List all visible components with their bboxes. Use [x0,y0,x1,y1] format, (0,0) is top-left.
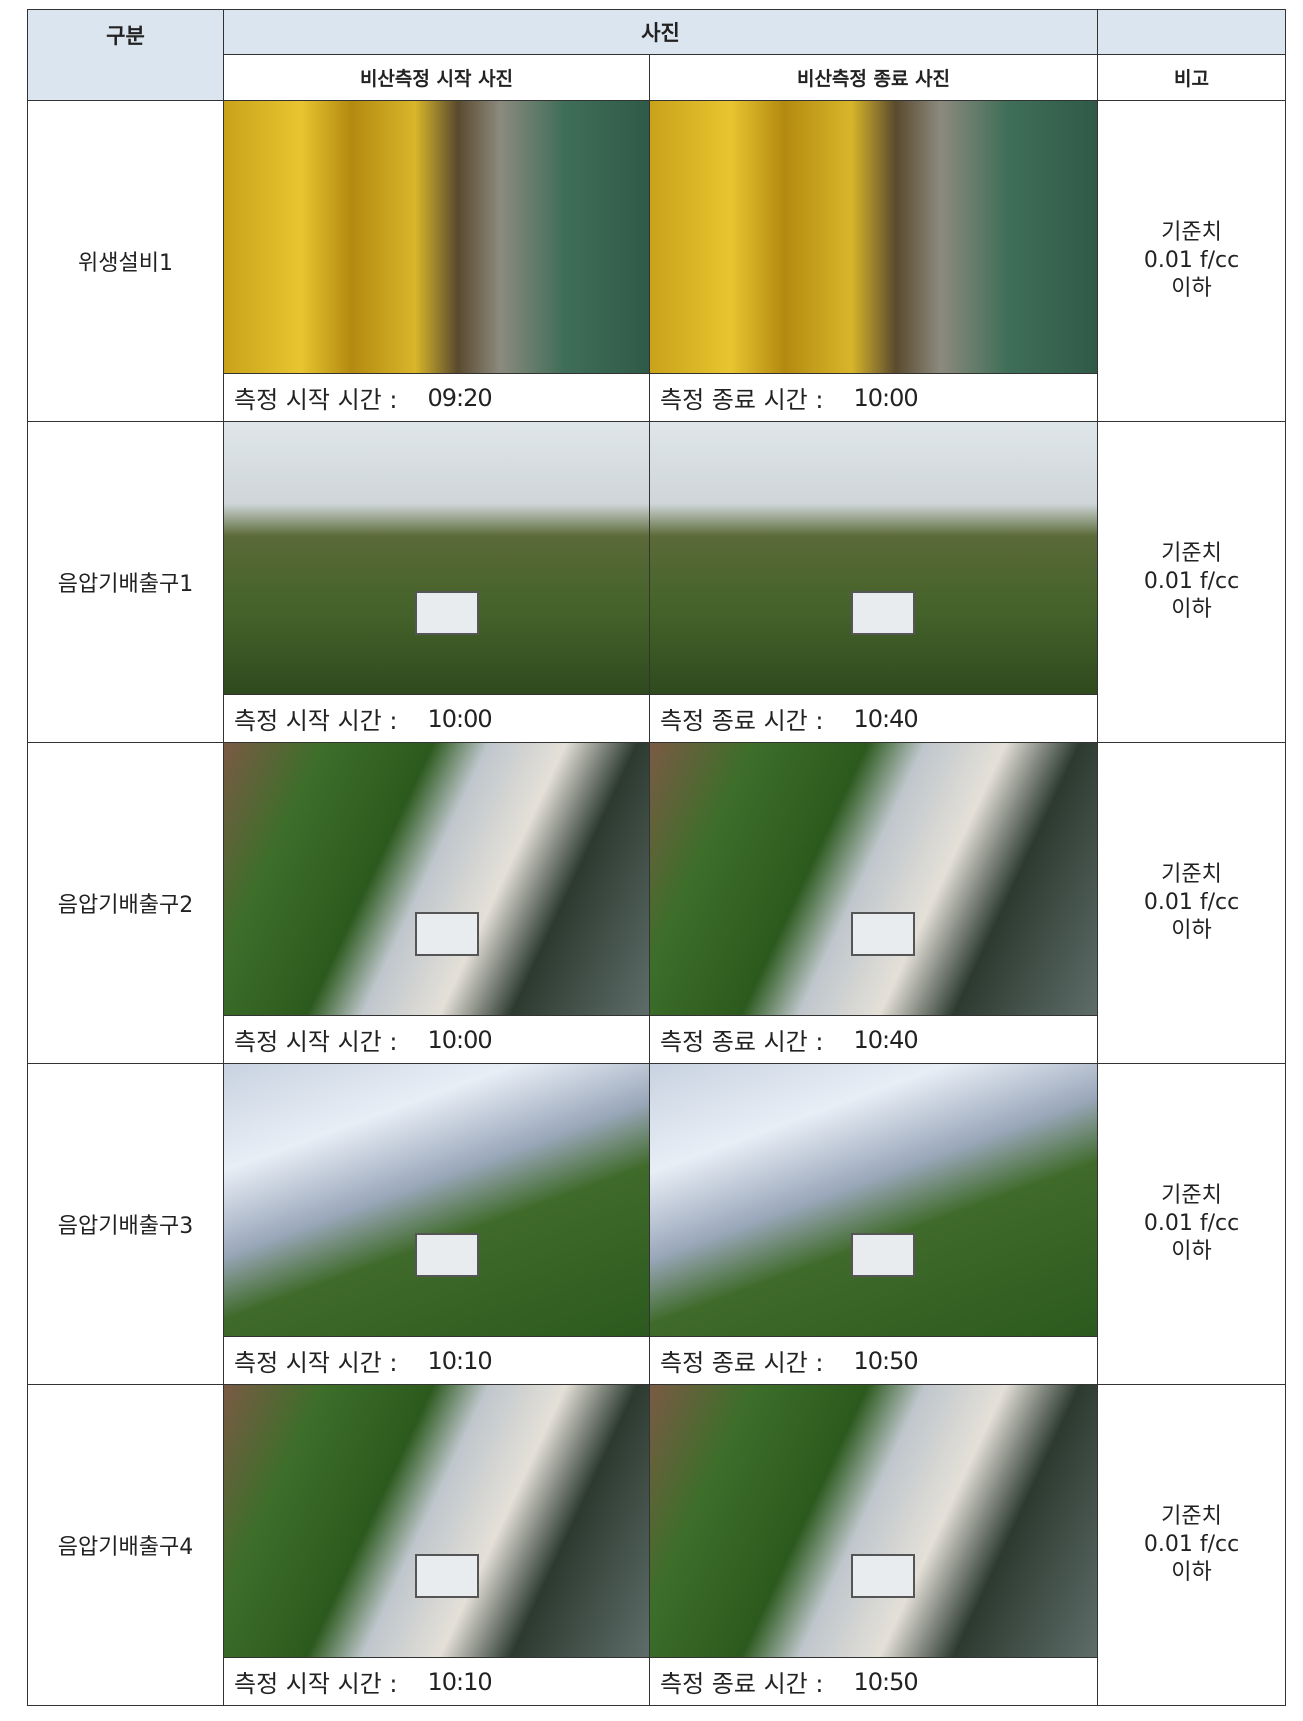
caption: 측정 종료 시간 : 10:40 [650,694,1098,742]
sampler [415,1232,480,1277]
caption: 측정 시작 시간 : 10:10 [224,1657,649,1705]
remark-line: 이하 [1171,1560,1212,1585]
caption: 측정 시작 시간 : 10:00 [224,694,649,742]
remark-line: 0.01 f/cc [1143,1532,1240,1557]
caption-label: 측정 시작 시간 : [234,1670,398,1698]
remark-line: 0.01 f/cc [1143,890,1240,915]
remark-line: 기준치 [1161,1183,1222,1208]
caption-label: 측정 종료 시간 : [660,1028,824,1056]
caption-label: 측정 시작 시간 : [234,386,398,414]
photo [224,101,649,373]
photo-cell: 측정 시작 시간 : 10:00 [223,742,650,1064]
photo-cell: 측정 시작 시간 : 09:20 [223,100,650,422]
remark-line: 0.01 f/cc [1143,1211,1240,1236]
remark-line: 0.01 f/cc [1143,248,1240,273]
caption-time: 10:40 [853,1025,918,1054]
photo [650,101,1098,373]
row-label: 위생설비1 [27,100,224,422]
photo [650,1385,1098,1657]
header-cell: 비고 [1097,54,1287,101]
photo [224,1064,649,1336]
caption-time: 10:50 [853,1667,918,1696]
data-row: 음압기배출구3 측정 시작 시간 : 10:10 측정 종료 시간 : 10:50 기준치… [27,1063,1287,1385]
remark-line: 기준치 [1161,862,1222,887]
caption-label: 측정 종료 시간 : [660,707,824,735]
caption-time: 10:10 [427,1346,492,1375]
header-cell: 구분 [27,9,224,101]
caption-time: 10:50 [853,1346,918,1375]
caption-label: 측정 종료 시간 : [660,1349,824,1377]
caption: 측정 종료 시간 : 10:50 [650,1336,1098,1384]
photo [224,422,649,694]
caption-time: 10:00 [853,383,918,412]
caption-label: 측정 시작 시간 : [234,707,398,735]
remark: 기준치 0.01 f/cc 이하 [1097,100,1287,422]
caption: 측정 종료 시간 : 10:50 [650,1657,1098,1705]
caption-label: 측정 시작 시간 : [234,1349,398,1377]
photo [224,743,649,1015]
remark: 기준치 0.01 f/cc 이하 [1097,1384,1287,1706]
remark-line: 0.01 f/cc [1143,569,1240,594]
remark: 기준치 0.01 f/cc 이하 [1097,421,1287,743]
remark-line: 이하 [1171,1239,1212,1264]
header-cell: 비산측정 종료 사진 [648,54,1099,101]
remark: 기준치 0.01 f/cc 이하 [1097,742,1287,1064]
caption: 측정 시작 시간 : 10:10 [224,1336,649,1384]
caption: 측정 종료 시간 : 10:40 [650,1015,1098,1063]
caption-time: 09:20 [427,383,492,412]
header-cell [1097,9,1287,55]
photo [650,1064,1098,1336]
caption-label: 측정 종료 시간 : [660,1670,824,1698]
photo-cell: 측정 종료 시간 : 10:50 [648,1384,1099,1706]
sampler [415,1553,480,1598]
data-row: 음압기배출구4 측정 시작 시간 : 10:10 측정 종료 시간 : 10:50 기준치… [27,1384,1287,1706]
photo-cell: 측정 종료 시간 : 10:40 [648,742,1099,1064]
photo-cell: 측정 종료 시간 : 10:40 [648,421,1099,743]
data-row: 음압기배출구2 측정 시작 시간 : 10:00 측정 종료 시간 : 10:40 기준치… [27,742,1287,1064]
header-row: 구분 사진 [27,9,1287,101]
remark-line: 기준치 [1161,541,1222,566]
photo-cell: 측정 종료 시간 : 10:00 [648,100,1099,422]
photo-cell: 측정 시작 시간 : 10:00 [223,421,650,743]
caption: 측정 시작 시간 : 10:00 [224,1015,649,1063]
photo [650,743,1098,1015]
row-label: 음압기배출구4 [27,1384,224,1706]
row-label: 음압기배출구2 [27,742,224,1064]
remark-line: 기준치 [1161,220,1222,245]
sampler [851,1553,916,1598]
photo-cell: 측정 종료 시간 : 10:50 [648,1063,1099,1385]
caption-time: 10:00 [427,1025,492,1054]
data-row: 위생설비1 측정 시작 시간 : 09:20 측정 종료 시간 : 10:00 기준치 0.… [27,100,1287,422]
caption-label: 측정 종료 시간 : [660,386,824,414]
remark: 기준치 0.01 f/cc 이하 [1097,1063,1287,1385]
remark-line: 이하 [1171,918,1212,943]
remark-line: 이하 [1171,597,1212,622]
photo-cell: 측정 시작 시간 : 10:10 [223,1384,650,1706]
caption-time: 10:00 [427,704,492,733]
remark-line: 기준치 [1161,1504,1222,1529]
row-label: 음압기배출구3 [27,1063,224,1385]
sampler [851,911,916,956]
data-row: 음압기배출구1 측정 시작 시간 : 10:00 측정 종료 시간 : 10:40 기준치… [27,421,1287,743]
remark-line: 이하 [1171,276,1212,301]
caption-label: 측정 시작 시간 : [234,1028,398,1056]
caption: 측정 종료 시간 : 10:00 [650,373,1098,421]
header-row: 비산측정 시작 사진 비산측정 종료 사진 비고 [28,54,1287,101]
photo-table: 구분 사진 비산측정 시작 사진 비산측정 종료 사진 비고 위생설비1 측정 시… [27,9,1287,1706]
caption-time: 10:40 [853,704,918,733]
header-cell: 비산측정 시작 사진 [223,54,650,101]
caption: 측정 시작 시간 : 09:20 [224,373,649,421]
photo-cell: 측정 시작 시간 : 10:10 [223,1063,650,1385]
photo [224,1385,649,1657]
sampler [415,590,480,635]
table-body: 위생설비1 측정 시작 시간 : 09:20 측정 종료 시간 : 10:00 기준치 0.… [27,100,1287,1706]
caption-time: 10:10 [427,1667,492,1696]
sampler [851,590,916,635]
row-label: 음압기배출구1 [27,421,224,743]
sampler [415,911,480,956]
photo [650,422,1098,694]
header-cell: 사진 [222,9,1099,55]
sampler [851,1232,916,1277]
